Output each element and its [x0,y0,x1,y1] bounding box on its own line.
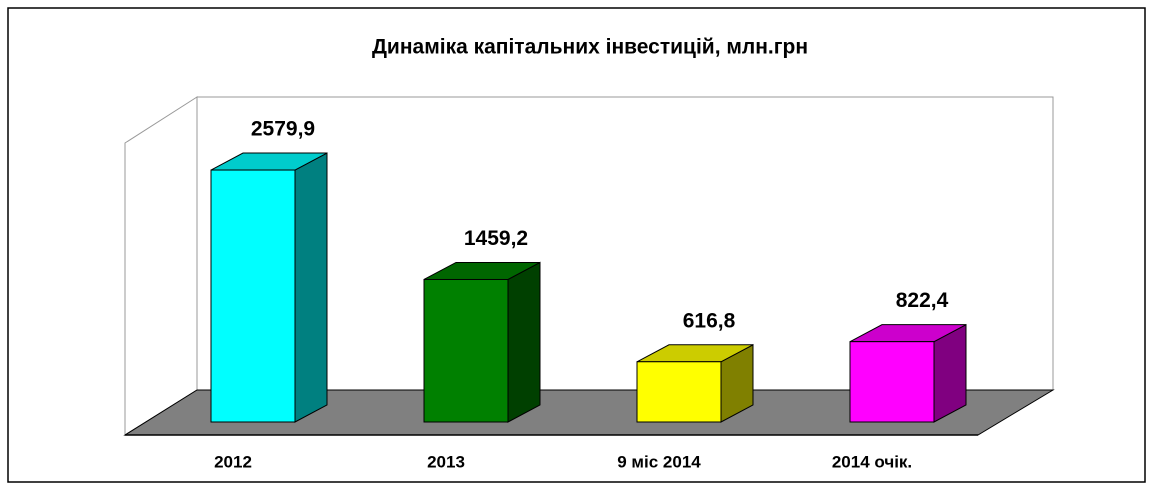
bar [849,341,935,423]
chart-title: Динаміка капітальних інвестицій, млн.грн [372,36,808,59]
bar [636,361,722,423]
x-tick-label: 2014 очік. [832,452,912,471]
data-label: 822,4 [896,289,949,312]
data-label: 2579,9 [251,118,315,141]
data-label: 616,8 [683,309,736,332]
x-tick-label: 2012 [214,452,252,471]
bar-side [507,261,541,423]
bar [210,169,296,423]
bar [423,278,509,423]
data-label: 1459,2 [464,227,528,250]
x-tick-label: 9 міс 2014 [617,452,701,471]
x-tick-label: 2013 [427,452,465,471]
bar-side [294,152,328,423]
side-wall [124,96,198,436]
